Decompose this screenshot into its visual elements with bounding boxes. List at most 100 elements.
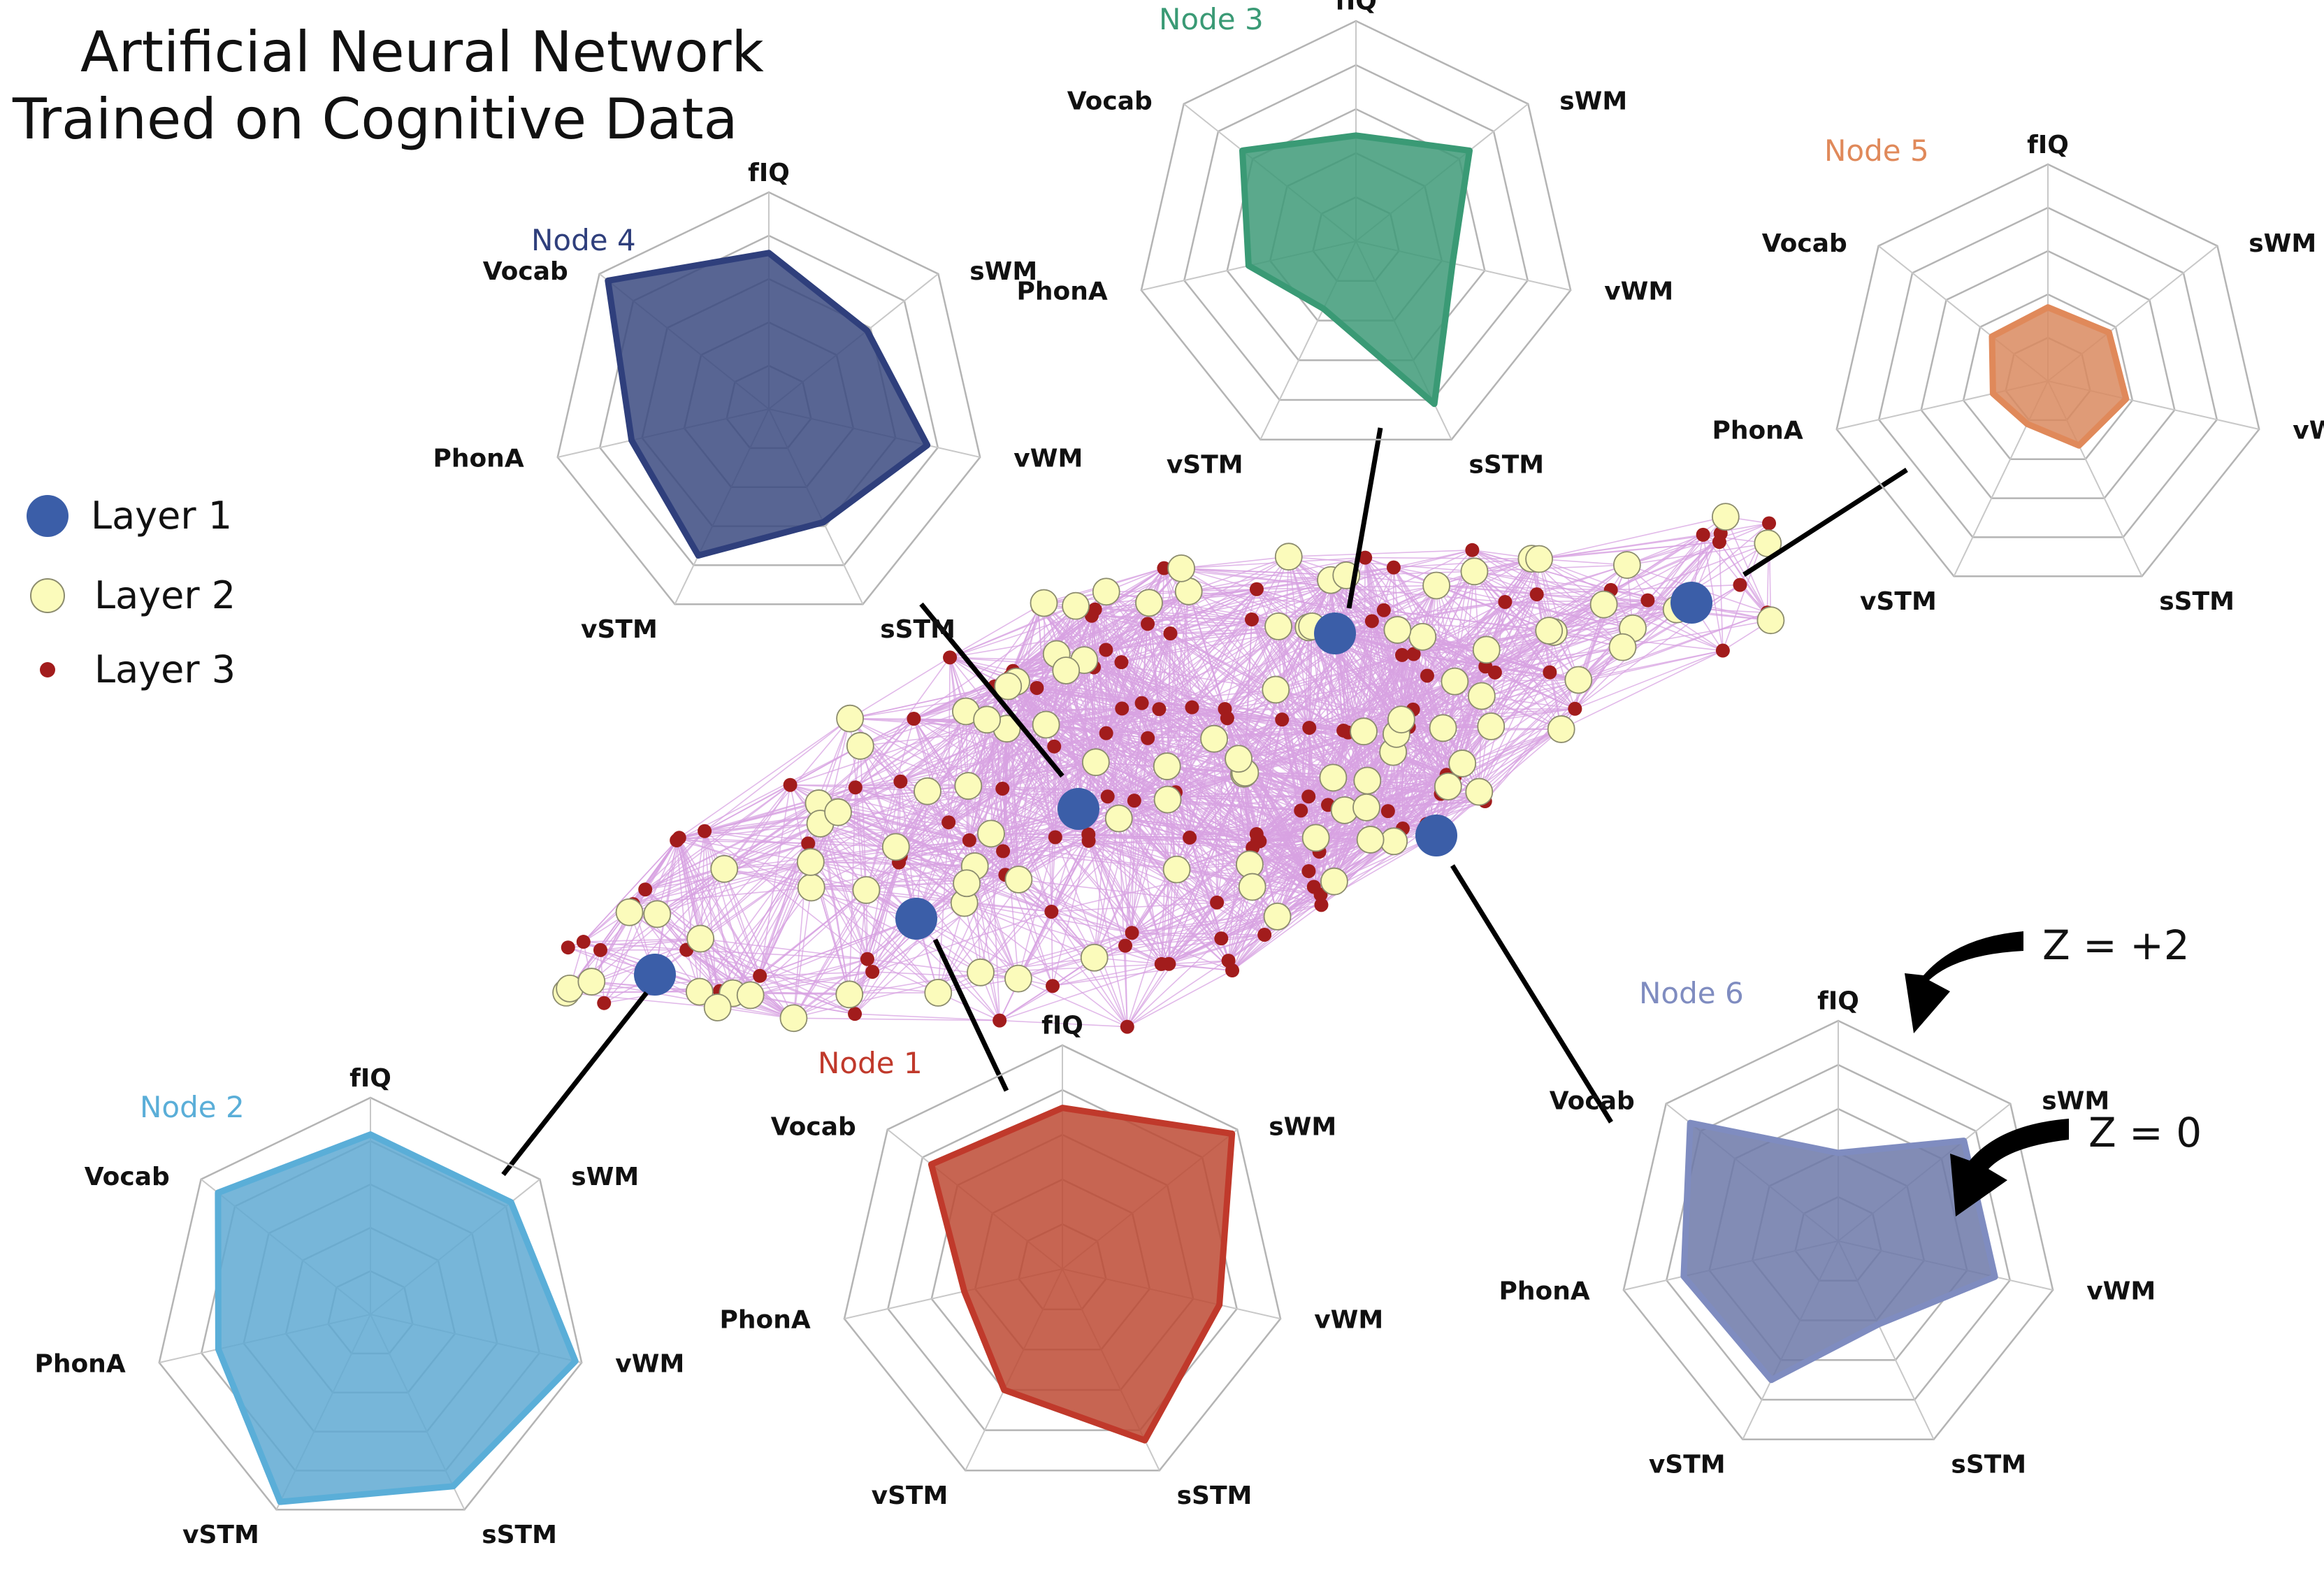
network-edge bbox=[1141, 702, 1309, 797]
radar-grid-ring bbox=[1835, 163, 2260, 578]
network-node-layer-2 bbox=[1467, 682, 1496, 710]
network-edge bbox=[1002, 788, 1095, 959]
network-edge bbox=[1189, 837, 1218, 903]
network-edge bbox=[1169, 633, 1228, 719]
network-node-layer-3 bbox=[1336, 723, 1351, 738]
figure-title-line-1: Artificial Neural Network bbox=[80, 20, 765, 85]
network-node-layer-3 bbox=[1640, 593, 1655, 608]
network-node-layer-1 bbox=[895, 898, 937, 940]
network-edge bbox=[704, 718, 851, 832]
network-edge bbox=[676, 745, 861, 841]
network-node-layer-3 bbox=[1141, 731, 1155, 745]
network-edge bbox=[1132, 932, 1222, 940]
network-node-layer-3 bbox=[1314, 898, 1329, 912]
network-edge bbox=[1257, 840, 1322, 905]
network-edge bbox=[1427, 594, 1538, 677]
radar-grid-ring bbox=[1877, 206, 2218, 538]
network-node-layer-2 bbox=[1434, 772, 1462, 801]
network-edge bbox=[900, 850, 1004, 857]
network-edge bbox=[705, 830, 896, 848]
network-graph bbox=[552, 503, 1785, 1034]
network-node-layer-3 bbox=[1250, 833, 1265, 848]
network-node-layer-3 bbox=[1185, 700, 1199, 715]
network-edge bbox=[1538, 516, 1726, 560]
network-node-layer-3 bbox=[1125, 926, 1139, 940]
network-edge bbox=[1538, 558, 1724, 652]
network-edge bbox=[1188, 557, 1366, 592]
network-edge bbox=[1574, 584, 1740, 710]
network-edge bbox=[1105, 556, 1290, 651]
network-edge bbox=[1225, 610, 1385, 710]
network-edge bbox=[1134, 801, 1162, 965]
network-edge bbox=[1426, 729, 1562, 825]
network-node-layer-2 bbox=[796, 848, 825, 876]
network-node-layer-3 bbox=[848, 1007, 863, 1021]
network-edge bbox=[1175, 707, 1193, 793]
radar-axis-label-vocab: Vocab bbox=[483, 257, 568, 286]
legend-layer-2-marker bbox=[30, 578, 65, 613]
legend-layer-1-label: Layer 1 bbox=[91, 494, 232, 538]
network-node-layer-2 bbox=[685, 977, 714, 1006]
network-node-layer-2 bbox=[1356, 826, 1385, 854]
network-edge bbox=[1175, 619, 1253, 793]
network-edge bbox=[1371, 558, 1532, 622]
network-edge bbox=[600, 840, 677, 951]
network-edge bbox=[1364, 557, 1410, 728]
network-edge bbox=[1088, 833, 1218, 903]
network-edge bbox=[819, 823, 868, 959]
network-edge bbox=[1281, 719, 1317, 838]
radar-grid-ring bbox=[1183, 64, 1529, 401]
network-edge bbox=[704, 830, 900, 863]
network-edge bbox=[1105, 733, 1135, 801]
network-node-layer-2 bbox=[1274, 543, 1303, 571]
network-node-layer-2 bbox=[1262, 675, 1290, 704]
network-edge bbox=[1055, 836, 1169, 965]
network-edge bbox=[1232, 904, 1322, 971]
network-node-layer-2 bbox=[1408, 622, 1437, 651]
network-edge bbox=[1387, 729, 1562, 812]
network-edge bbox=[913, 718, 967, 884]
network-edge bbox=[700, 938, 856, 1014]
network-node-layer-3 bbox=[1498, 594, 1513, 609]
network-node-layer-2 bbox=[824, 798, 852, 826]
network-edge bbox=[1009, 568, 1164, 678]
network-edge bbox=[1002, 788, 1176, 793]
network-edge bbox=[1383, 567, 1394, 610]
network-edge bbox=[1088, 840, 1128, 1027]
network-edge bbox=[1125, 894, 1321, 947]
network-node-layer-3 bbox=[995, 781, 1010, 796]
network-edge bbox=[704, 831, 751, 996]
network-edge bbox=[1531, 558, 1624, 648]
network-edge bbox=[1003, 837, 1190, 852]
network-edge bbox=[865, 718, 915, 891]
network-edge bbox=[1132, 837, 1316, 933]
network-edge bbox=[1127, 963, 1162, 1027]
radar-axis-label-swm: sWM bbox=[2249, 229, 2316, 258]
network-node-layer-3 bbox=[1696, 527, 1710, 542]
network-edge bbox=[1553, 631, 1723, 652]
network-edge bbox=[1125, 945, 1128, 1027]
network-node-layer-3 bbox=[1244, 612, 1259, 626]
network-edge bbox=[1088, 840, 1253, 849]
network-edge bbox=[1158, 708, 1218, 903]
radar-data-area bbox=[605, 250, 931, 559]
network-edge bbox=[1088, 833, 1253, 849]
network-node-layer-2 bbox=[924, 979, 953, 1007]
network-edge bbox=[1494, 599, 1648, 673]
network-edge bbox=[1232, 934, 1265, 971]
z-plus-label: Z = +2 bbox=[2042, 921, 2190, 969]
network-edge bbox=[1088, 708, 1160, 835]
connector-node-6 bbox=[1450, 864, 1613, 1124]
radar-axis-label-swm: sWM bbox=[969, 257, 1037, 286]
network-node-layer-3 bbox=[865, 964, 880, 979]
network-edge bbox=[1018, 879, 1053, 987]
network-edge bbox=[633, 784, 791, 905]
network-node-layer-2 bbox=[977, 819, 1005, 848]
network-edge bbox=[1472, 550, 1604, 605]
network-node-layer-3 bbox=[1152, 702, 1167, 717]
network-edge bbox=[704, 784, 791, 832]
radar-axis-label-fiq: fIQ bbox=[748, 159, 790, 187]
network-edge bbox=[677, 840, 809, 845]
network-edge bbox=[1018, 932, 1132, 980]
